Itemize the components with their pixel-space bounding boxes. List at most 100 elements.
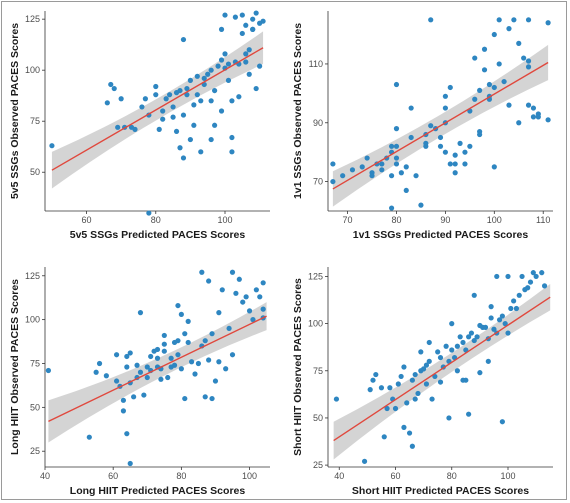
data-point [93, 369, 99, 375]
data-point [467, 143, 473, 149]
data-point [194, 92, 200, 98]
data-point [437, 379, 444, 385]
data-point [472, 55, 478, 61]
data-point [127, 460, 133, 467]
data-point [413, 173, 419, 179]
data-point [388, 143, 395, 149]
data-point [472, 96, 478, 102]
data-point [236, 276, 242, 282]
data-point [505, 330, 511, 336]
data-point [257, 63, 263, 69]
data-point [208, 67, 214, 73]
data-point [175, 352, 181, 358]
data-point [250, 16, 256, 22]
data-point [499, 419, 505, 425]
data-point [218, 108, 225, 114]
data-point [462, 149, 468, 155]
data-point [412, 396, 418, 402]
data-point [506, 102, 512, 108]
data-point [393, 143, 400, 149]
data-point [468, 330, 475, 336]
data-point [437, 143, 444, 149]
data-point [153, 83, 159, 90]
x-tick-label: 70 [343, 215, 353, 225]
data-point [403, 164, 409, 170]
data-point [423, 140, 429, 146]
data-point [260, 18, 266, 24]
data-point [246, 308, 253, 314]
data-point [395, 381, 401, 387]
data-point [398, 373, 404, 380]
data-point [201, 75, 207, 81]
data-point [209, 331, 215, 337]
data-point [496, 317, 503, 323]
data-point [240, 299, 246, 305]
data-point [160, 116, 166, 122]
y-tick-label: 75 [30, 358, 40, 368]
data-point [246, 71, 252, 77]
data-point [519, 273, 525, 280]
data-point [208, 136, 214, 143]
data-point [477, 87, 483, 94]
data-point [239, 12, 245, 18]
data-point [199, 269, 205, 275]
data-point [173, 128, 180, 135]
x-tick-label: 60 [108, 471, 118, 481]
data-point [462, 161, 468, 167]
data-point [239, 30, 245, 37]
y-tick-label: 25 [30, 446, 40, 456]
x-tick-label: 60 [390, 471, 400, 481]
data-point [198, 98, 204, 104]
data-point [120, 397, 127, 403]
data-point [212, 87, 218, 94]
y-tick-label: 50 [30, 167, 40, 177]
data-point [406, 430, 413, 436]
data-point [393, 81, 400, 88]
data-point [494, 273, 500, 280]
panel-1: 60 80 100 50 75 100 125 5v5 SSGs Predicted PACE… [9, 10, 270, 241]
data-point [527, 279, 534, 285]
data-point [184, 85, 190, 92]
data-point [131, 394, 137, 400]
data-point [525, 285, 531, 291]
data-point [367, 387, 373, 393]
data-point [185, 318, 191, 324]
data-point [401, 364, 407, 370]
regression-line [48, 315, 267, 423]
data-point [364, 155, 370, 161]
data-point [457, 140, 463, 146]
data-point [161, 332, 167, 339]
x-tick-label: 100 [487, 215, 502, 225]
y-tick-label: 75 [30, 116, 40, 126]
data-point [373, 371, 379, 378]
data-point [191, 122, 197, 128]
y-tick-label: 110 [309, 59, 323, 69]
data-point [144, 364, 150, 370]
data-point [216, 310, 222, 316]
data-point [384, 405, 390, 412]
data-point [192, 371, 198, 377]
data-point [502, 321, 508, 327]
data-point [253, 85, 259, 92]
data-point [330, 178, 336, 185]
data-point [175, 338, 181, 344]
data-point [379, 167, 385, 173]
data-point [118, 96, 124, 102]
data-point [404, 400, 410, 406]
x-tick-label: 40 [334, 471, 344, 481]
x-axis-title: 5v5 SSGs Predicted PACES Scores [70, 229, 246, 241]
data-point [260, 280, 266, 286]
data-point [253, 10, 259, 16]
data-point [482, 324, 489, 330]
data-point [437, 354, 444, 361]
data-point [182, 331, 188, 337]
y-tick-label: 125 [308, 271, 323, 281]
data-point [113, 352, 120, 358]
x-axis-title: Short HIIT Predicted PACES Scores [352, 485, 529, 497]
data-point [124, 353, 130, 360]
data-point [168, 355, 174, 361]
data-point [378, 385, 385, 391]
data-point [379, 161, 385, 167]
x-tick-label: 100 [500, 471, 515, 481]
